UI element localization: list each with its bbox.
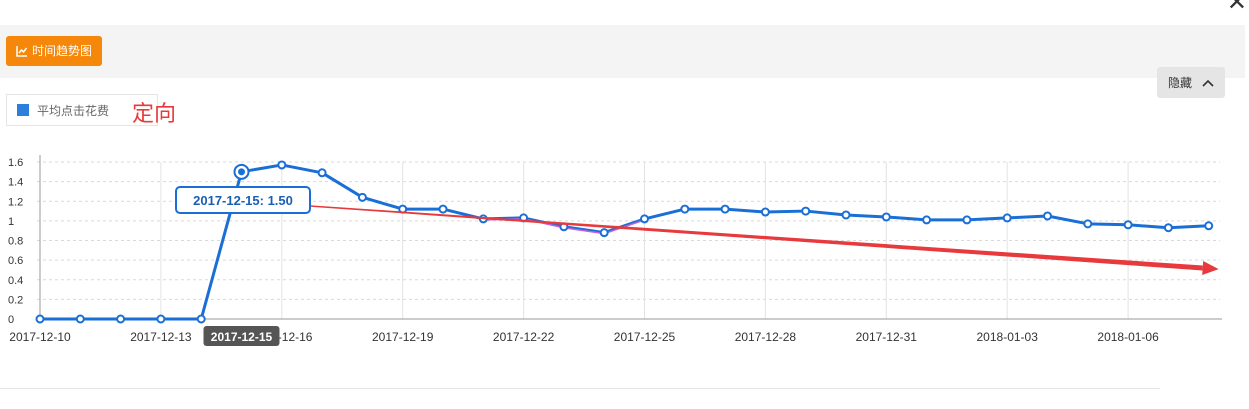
- trend-arrow-shaft: [241, 200, 1203, 271]
- data-point: [75, 314, 85, 324]
- divider: [0, 388, 1160, 389]
- line-chart-icon: [16, 46, 28, 57]
- data-point: [1043, 211, 1052, 221]
- y-tick-label: 0.2: [8, 294, 23, 306]
- x-tick-label: 2017-12-31: [856, 330, 918, 344]
- data-point: [317, 168, 327, 178]
- x-tick-label: 2018-01-03: [977, 330, 1039, 344]
- data-point: [720, 204, 730, 214]
- x-tick-label: 2017-12-22: [493, 330, 555, 344]
- data-point: [35, 314, 45, 324]
- y-tick-label: 0.6: [8, 255, 23, 267]
- trend-arrow-head: [1202, 260, 1219, 275]
- data-point: [116, 314, 126, 324]
- data-point: [1002, 213, 1012, 223]
- y-tick-label: 1: [8, 216, 14, 228]
- data-point: [640, 214, 649, 224]
- y-tick-label: 1.6: [8, 157, 23, 169]
- data-point: [196, 314, 206, 324]
- data-point: [599, 228, 609, 238]
- data-point: [1163, 223, 1173, 233]
- data-point: [1204, 221, 1214, 231]
- data-point: [357, 192, 367, 202]
- chevron-up-icon: [1202, 79, 1214, 87]
- y-tick-label: 0.4: [8, 275, 23, 287]
- highlight-label-text: 2017-12-15: [211, 330, 273, 344]
- x-tick-label: 2018-01-06: [1097, 330, 1159, 344]
- tooltip-box: [175, 186, 311, 214]
- data-point-highlight: [233, 163, 250, 180]
- chart-legend[interactable]: 平均点击花费: [6, 94, 158, 126]
- y-tick-label: 1.4: [8, 177, 23, 189]
- x-tick-label: 2017-12-13: [130, 330, 192, 344]
- data-point: [559, 222, 569, 232]
- x-tick-label: 2017-12-16: [251, 330, 313, 344]
- data-point: [760, 207, 770, 217]
- data-point: [922, 215, 932, 225]
- hide-button[interactable]: 隐藏: [1157, 67, 1225, 98]
- y-tick-label: 0.8: [8, 236, 23, 248]
- data-point: [680, 204, 690, 214]
- x-tick-label: 2017-12-10: [9, 330, 71, 344]
- x-tick-label: 2017-12-25: [614, 330, 676, 344]
- time-trend-label: 时间趋势图: [32, 44, 93, 58]
- tooltip-text: 2017-12-15: 1.50: [193, 193, 293, 208]
- time-trend-button[interactable]: 时间趋势图: [6, 36, 103, 66]
- highlight-label-box: [203, 326, 280, 346]
- data-point: [1083, 219, 1093, 229]
- x-tick-label: 2017-12-19: [372, 330, 434, 344]
- toolbar: 时间趋势图: [0, 25, 1245, 78]
- data-point-highlight-dot: [238, 168, 245, 176]
- series-line: [40, 163, 1209, 321]
- data-point: [277, 160, 287, 170]
- hide-button-label: 隐藏: [1167, 76, 1192, 90]
- close-icon[interactable]: ✕: [1226, 0, 1247, 16]
- data-point: [398, 204, 408, 214]
- data-point: [841, 210, 851, 220]
- annotation-text: 定向: [132, 101, 177, 126]
- data-point: [519, 213, 529, 223]
- y-tick-label: 0: [8, 314, 14, 326]
- data-point: [881, 212, 891, 222]
- x-tick-label: 2017-12-28: [735, 330, 797, 344]
- data-point: [438, 204, 448, 214]
- y-tick-label: 1.2: [8, 196, 23, 208]
- data-point: [156, 314, 166, 324]
- data-point: [1123, 220, 1133, 230]
- legend-label: 平均点击花费: [37, 103, 110, 118]
- data-point: [801, 206, 811, 216]
- data-point: [478, 214, 488, 224]
- legend-swatch: [17, 104, 29, 116]
- data-point: [962, 215, 972, 225]
- series-highlight-segment: [483, 218, 645, 235]
